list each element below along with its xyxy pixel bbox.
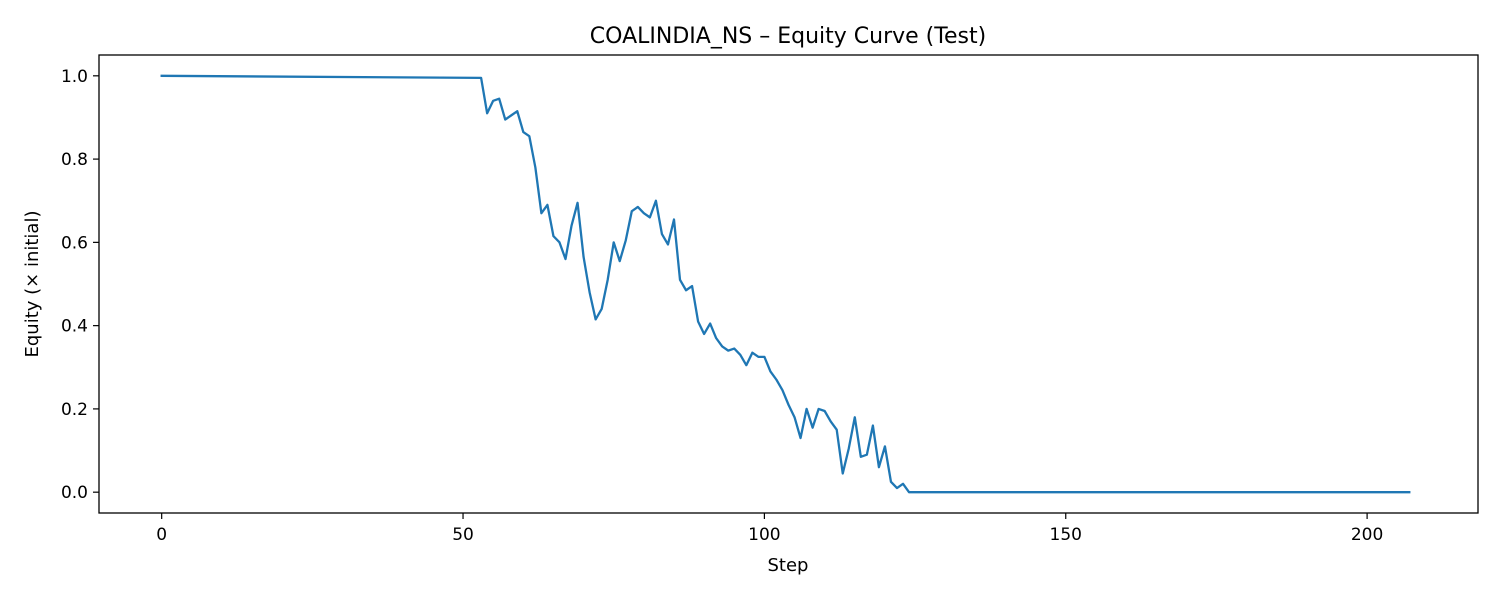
axes-frame — [98, 54, 1479, 514]
y-tick-label: 0.2 — [61, 400, 88, 420]
plot-area — [160, 74, 1411, 494]
y-tick-label: 0.0 — [61, 483, 88, 503]
y-axis-label: Equity (× initial) — [22, 211, 43, 358]
x-axis-label: Step — [768, 555, 809, 576]
x-tick-label: 0 — [156, 525, 167, 545]
y-tick-label: 1.0 — [61, 67, 88, 87]
axis-ticks: 0 50 100 150 200 0.0 0.2 0.4 0.6 0.8 1.0 — [61, 67, 1383, 545]
x-tick-label: 200 — [1351, 525, 1383, 545]
x-tick-label: 100 — [748, 525, 780, 545]
x-tick-label: 150 — [1050, 525, 1082, 545]
x-tick-label: 50 — [452, 525, 474, 545]
chart-title: COALINDIA_NS – Equity Curve (Test) — [590, 24, 986, 49]
y-tick-label: 0.4 — [61, 317, 88, 337]
y-tick-label: 0.8 — [61, 150, 88, 170]
equity-series-line — [160, 74, 1411, 494]
y-tick-label: 0.6 — [61, 233, 88, 253]
